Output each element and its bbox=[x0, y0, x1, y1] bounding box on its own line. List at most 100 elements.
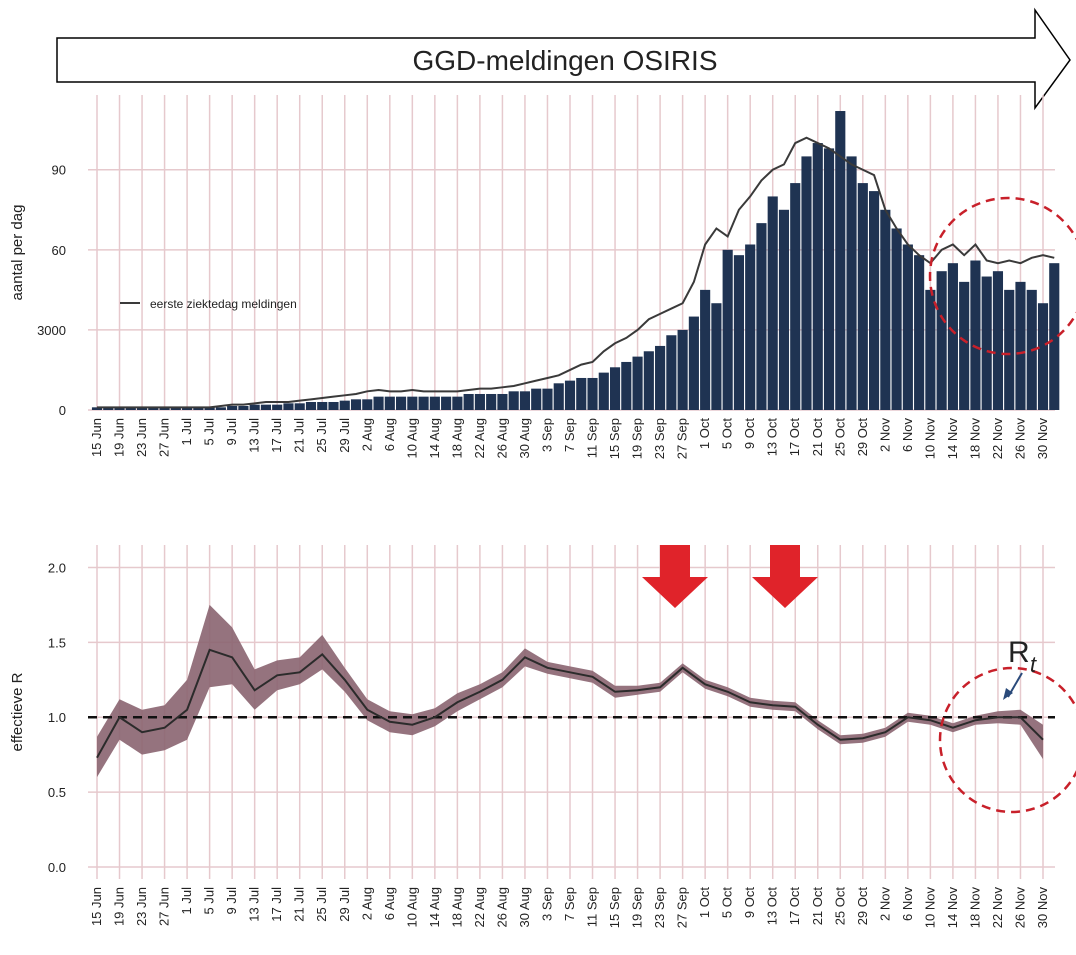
bar bbox=[970, 260, 981, 410]
y-tick-label: 3000 bbox=[37, 323, 66, 338]
x-tick-label: 13 Jul bbox=[247, 418, 262, 453]
bar bbox=[936, 271, 947, 410]
bar bbox=[880, 209, 891, 410]
x-tick-label: 21 Jul bbox=[292, 887, 307, 922]
bar bbox=[159, 407, 170, 410]
bar bbox=[857, 183, 868, 410]
bar bbox=[215, 407, 226, 410]
bar bbox=[767, 196, 778, 410]
bar bbox=[182, 407, 193, 410]
x-tick-label: 5 Oct bbox=[720, 887, 735, 918]
bar bbox=[272, 404, 283, 410]
x-tick-label: 22 Aug bbox=[472, 887, 487, 928]
bar bbox=[497, 393, 508, 410]
bar bbox=[947, 263, 958, 410]
banner-title: GGD-meldingen OSIRIS bbox=[413, 45, 718, 76]
x-tick-label: 2 Aug bbox=[359, 418, 374, 451]
x-tick-label: 15 Jun bbox=[89, 887, 104, 926]
x-tick-label: 19 Jun bbox=[112, 887, 127, 926]
bar bbox=[407, 396, 418, 410]
x-tick-label: 14 Aug bbox=[427, 418, 442, 459]
bar bbox=[170, 407, 181, 410]
y-tick-label: 1.0 bbox=[48, 710, 66, 725]
x-tick-label: 21 Oct bbox=[810, 887, 825, 926]
x-tick-label: 19 Sep bbox=[630, 887, 645, 928]
x-tick-label: 23 Sep bbox=[652, 418, 667, 459]
bar bbox=[429, 396, 440, 410]
bar bbox=[1037, 303, 1049, 410]
bar bbox=[981, 276, 992, 410]
bar bbox=[136, 407, 148, 410]
x-tick-label: 9 Oct bbox=[742, 887, 757, 918]
bar bbox=[1049, 263, 1060, 410]
x-tick-label: 2 Aug bbox=[359, 887, 374, 920]
x-tick-label: 30 Aug bbox=[517, 418, 532, 459]
x-tick-label: 17 Oct bbox=[787, 418, 802, 457]
x-tick-label: 23 Jun bbox=[134, 418, 149, 457]
bar bbox=[992, 271, 1004, 410]
bar bbox=[373, 396, 384, 410]
chart-bottom: 15 Jun 19 Jun 23 Jun 27 Jun 1 Jul 5 Jul 9 Jul 1… bbox=[9, 545, 1055, 928]
bar bbox=[745, 244, 756, 410]
highlight-circle bbox=[928, 196, 1076, 356]
line-series bbox=[97, 136, 1055, 409]
bar bbox=[91, 407, 103, 410]
x-tick-label: 18 Nov bbox=[967, 887, 982, 929]
bar bbox=[305, 401, 317, 410]
x-tick-label: 22 Aug bbox=[472, 418, 487, 459]
x-tick-label: 13 Jul bbox=[247, 887, 262, 922]
annotation: R bbox=[1008, 636, 1030, 669]
x-tick-label: 11 Sep bbox=[585, 418, 600, 458]
bar bbox=[902, 244, 913, 410]
bar bbox=[722, 249, 733, 410]
x-tick-label: 7 Sep bbox=[562, 887, 577, 921]
bar bbox=[564, 380, 576, 410]
bar bbox=[339, 400, 350, 410]
x-tick-label: 21 Oct bbox=[810, 418, 825, 457]
bar bbox=[362, 399, 373, 410]
x-tick-label: 26 Nov bbox=[1012, 418, 1027, 460]
bar bbox=[441, 396, 452, 410]
bar bbox=[823, 148, 835, 410]
bar bbox=[587, 377, 598, 410]
x-tick-label: 29 Oct bbox=[855, 887, 870, 926]
bar bbox=[350, 399, 362, 410]
x-tick-label: 17 Jul bbox=[269, 887, 284, 922]
red-arrow bbox=[642, 545, 708, 608]
x-tick-label: 19 Jun bbox=[112, 418, 127, 457]
bar bbox=[733, 255, 744, 410]
x-tick-label: 15 Sep bbox=[607, 418, 622, 459]
bar bbox=[778, 209, 790, 410]
bar bbox=[869, 191, 880, 410]
bar bbox=[790, 183, 801, 410]
y-axis-label: effectieve R bbox=[9, 672, 26, 751]
bar bbox=[474, 393, 485, 410]
bar bbox=[756, 223, 767, 410]
x-tick-label: 15 Jun bbox=[89, 418, 104, 457]
x-tick-label: 23 Sep bbox=[652, 887, 667, 928]
bar bbox=[688, 316, 699, 410]
x-tick-label: 1 Jul bbox=[179, 887, 194, 915]
bar bbox=[396, 396, 407, 410]
bar bbox=[283, 403, 294, 410]
bar bbox=[677, 329, 688, 410]
bar bbox=[452, 396, 463, 410]
y-tick-label: 2.0 bbox=[48, 560, 66, 575]
x-tick-label: 14 Aug bbox=[427, 887, 442, 928]
x-tick-label: 2 Nov bbox=[877, 887, 892, 921]
highlight-circle bbox=[938, 666, 1076, 814]
y-tick-label: 1.5 bbox=[48, 635, 66, 650]
bar bbox=[925, 289, 936, 410]
bar bbox=[238, 405, 249, 410]
chart-top: 15 Jun 19 Jun 23 Jun 27 Jun 1 Jul 5 Jul 9 Jul 1… bbox=[9, 95, 1060, 460]
bar bbox=[914, 255, 925, 410]
x-tick-label: 29 Oct bbox=[855, 418, 870, 457]
bar bbox=[812, 143, 823, 410]
x-tick-label: 9 Jul bbox=[224, 418, 239, 446]
x-tick-label: 14 Nov bbox=[945, 418, 960, 460]
bar bbox=[553, 383, 564, 410]
x-tick-label: 23 Jun bbox=[134, 887, 149, 926]
x-tick-label: 3 Sep bbox=[539, 418, 554, 452]
x-tick-label: 7 Sep bbox=[562, 418, 577, 452]
x-tick-label: 6 Aug bbox=[382, 418, 397, 451]
